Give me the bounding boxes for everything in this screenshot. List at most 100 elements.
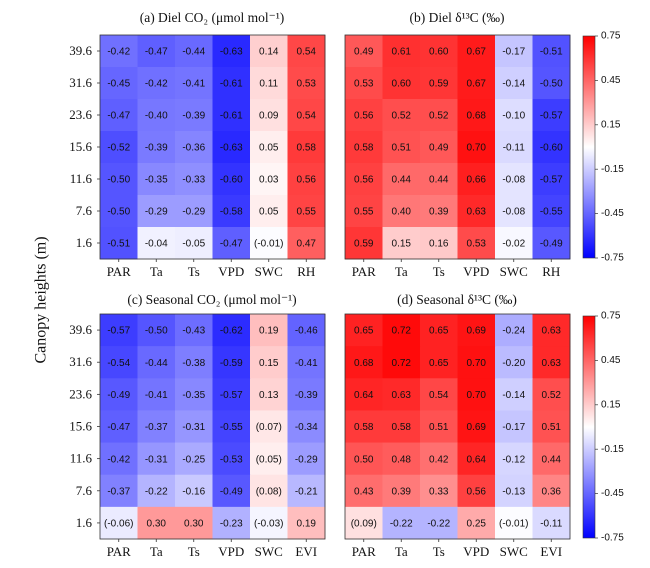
cell-value-label: 0.64 bbox=[354, 390, 374, 401]
heatmap-cell bbox=[457, 67, 496, 100]
cell-value-label: (0.08) bbox=[256, 486, 282, 497]
heatmap-cell bbox=[382, 35, 421, 68]
cell-value-label: -0.43 bbox=[182, 326, 205, 337]
heatmap-cell bbox=[175, 506, 213, 540]
heatmap-cell bbox=[175, 410, 213, 443]
cell-value-label: 0.25 bbox=[467, 519, 487, 530]
cell-value-label: 0.19 bbox=[259, 326, 279, 337]
cell-value-label: 0.68 bbox=[354, 358, 374, 369]
heatmap-cell bbox=[495, 67, 533, 100]
colorbar-tick-label: -0.15 bbox=[601, 164, 624, 175]
heatmap-cell bbox=[532, 442, 571, 476]
heatmap-cell bbox=[420, 378, 458, 411]
heatmap-cell bbox=[457, 410, 496, 443]
colorbar-tick-label: 0.15 bbox=[601, 399, 621, 410]
cell-value-label: 0.51 bbox=[392, 143, 412, 154]
heatmap-cell bbox=[382, 131, 421, 164]
heatmap-cell bbox=[495, 506, 533, 540]
cell-value-label: 0.19 bbox=[297, 519, 317, 530]
heatmap-cell bbox=[212, 163, 251, 196]
heatmap-cell bbox=[100, 378, 138, 411]
row-tick-label: 39.6 bbox=[69, 322, 92, 337]
heatmap-cell bbox=[100, 474, 138, 508]
panel-diel-co2: (a) Diel CO₂ (μmol mol⁻¹) -0.42 -0.47 -0.4… bbox=[69, 10, 326, 279]
heatmap-cell bbox=[100, 35, 138, 68]
cell-value-label: 0.63 bbox=[392, 390, 412, 401]
cell-value-label: -0.49 bbox=[220, 486, 243, 497]
heatmap-cell bbox=[420, 506, 458, 540]
cell-value-label: 0.54 bbox=[297, 47, 317, 58]
cell-value-label: (0.07) bbox=[256, 422, 282, 433]
column-tick-label: Ta bbox=[395, 544, 408, 559]
heatmap-cell bbox=[212, 227, 251, 260]
cell-value-label: 0.66 bbox=[467, 175, 487, 186]
cell-value-label: -0.51 bbox=[540, 47, 563, 58]
heatmap-cell bbox=[212, 410, 251, 443]
cell-value-label: 0.44 bbox=[429, 175, 449, 186]
cell-value-label: 0.72 bbox=[392, 326, 412, 337]
cell-value-label: 0.49 bbox=[354, 47, 374, 58]
cell-value-label: 0.55 bbox=[354, 207, 374, 218]
heatmap-cell bbox=[212, 67, 251, 100]
row-tick-label: 7.6 bbox=[76, 483, 93, 498]
cell-value-label: -0.10 bbox=[502, 111, 525, 122]
heatmap-cell bbox=[345, 195, 383, 228]
heatmap-cell bbox=[250, 99, 288, 132]
heatmap-cell bbox=[175, 67, 213, 100]
heatmap-cell bbox=[287, 99, 326, 132]
column-tick-label: PAR bbox=[352, 264, 376, 279]
heatmap-cell bbox=[137, 314, 176, 347]
colorbar-tick-label: 0.75 bbox=[601, 311, 621, 322]
heatmap-cell bbox=[345, 227, 383, 260]
heatmap-cell bbox=[495, 442, 533, 476]
cell-value-label: -0.44 bbox=[145, 358, 168, 369]
cell-value-label: 0.54 bbox=[429, 390, 449, 401]
row-tick-label: 11.6 bbox=[70, 171, 93, 186]
cell-value-label: -0.61 bbox=[220, 111, 243, 122]
heatmap-cell bbox=[420, 346, 458, 379]
panel-frame bbox=[344, 313, 571, 540]
cell-value-label: 0.47 bbox=[297, 239, 317, 250]
heatmap-cell bbox=[382, 474, 421, 508]
cell-value-label: -0.50 bbox=[107, 207, 130, 218]
heatmap-cell bbox=[100, 442, 138, 476]
panel-frame bbox=[99, 34, 326, 260]
column-tick-label: VPD bbox=[463, 544, 489, 559]
column-tick-labels: PAR Ta Ts VPD SWC RH bbox=[107, 259, 315, 279]
heatmap-cell bbox=[532, 474, 571, 508]
heatmap-cell bbox=[212, 442, 251, 476]
cell-value-label: 0.58 bbox=[354, 422, 374, 433]
colorbar-bottom: 0.75 0.45 0.15 -0.15 -0.45 -0.75 bbox=[582, 311, 624, 544]
cell-value-label: -0.36 bbox=[182, 143, 205, 154]
cell-value-label: -0.11 bbox=[540, 519, 562, 530]
heatmap-cell bbox=[457, 195, 496, 228]
heatmap-cell bbox=[250, 314, 288, 347]
cell-value-label: -0.23 bbox=[220, 519, 243, 530]
heatmap-cell bbox=[457, 378, 496, 411]
cell-value-label: -0.35 bbox=[182, 390, 205, 401]
column-tick-labels: PAR Ta Ts VPD SWC EVI bbox=[107, 539, 317, 559]
cell-value-label: -0.37 bbox=[145, 422, 168, 433]
heatmap-cell bbox=[345, 163, 383, 196]
heatmap-cell bbox=[175, 314, 213, 347]
row-tick-label: 31.6 bbox=[69, 75, 92, 90]
heatmap-cell bbox=[495, 227, 533, 260]
cell-value-label: 0.44 bbox=[542, 454, 562, 465]
cell-value-label: 0.64 bbox=[467, 454, 487, 465]
cell-value-label: 0.63 bbox=[542, 326, 562, 337]
cell-value-label: (-0.01) bbox=[254, 239, 283, 250]
heatmap-cell bbox=[137, 227, 176, 260]
heatmap-cell bbox=[137, 99, 176, 132]
cell-value-label: 0.51 bbox=[429, 422, 449, 433]
heatmap-cell bbox=[532, 35, 571, 68]
colorbar-tick-label: 0.45 bbox=[601, 75, 621, 86]
cell-value-label: 0.55 bbox=[297, 207, 317, 218]
colorbar-tick-labels: 0.75 0.45 0.15 -0.15 -0.45 -0.75 bbox=[595, 31, 624, 264]
cell-value-label: 0.58 bbox=[354, 143, 374, 154]
heatmap-cell bbox=[287, 506, 326, 540]
heatmap-cell bbox=[420, 163, 458, 196]
heatmap-cell bbox=[137, 378, 176, 411]
cell-value-label: -0.50 bbox=[540, 79, 563, 90]
heatmap-cell bbox=[420, 195, 458, 228]
cell-value-label: -0.47 bbox=[107, 422, 130, 433]
